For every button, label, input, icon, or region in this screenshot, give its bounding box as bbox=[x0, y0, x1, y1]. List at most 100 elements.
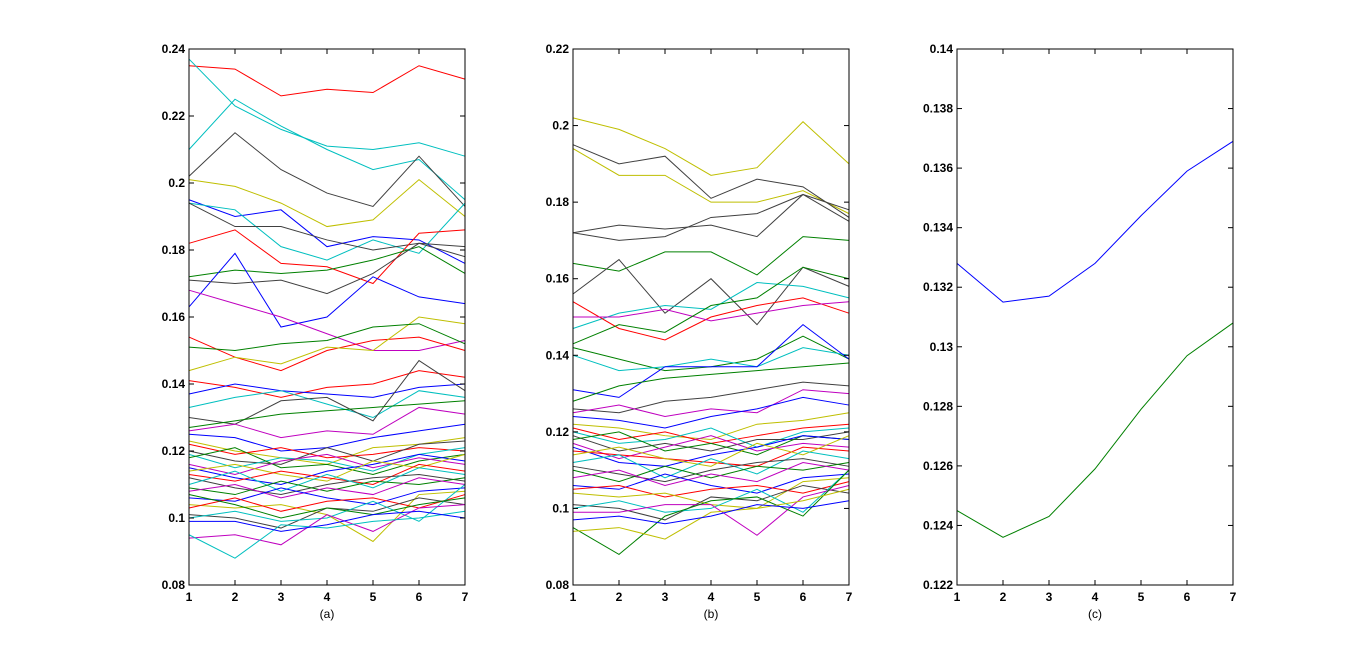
series-line-39 bbox=[572, 488, 850, 540]
series-line-2 bbox=[572, 148, 850, 215]
x-tick-label: 7 bbox=[462, 590, 469, 604]
series-line-9 bbox=[188, 229, 466, 285]
series-line-14 bbox=[572, 324, 850, 398]
y-tick-label: 0.138 bbox=[923, 102, 953, 116]
x-tick-label: 4 bbox=[708, 590, 715, 604]
series-line-26 bbox=[188, 440, 466, 465]
panel-caption: (c) bbox=[1088, 607, 1102, 621]
y-tick-label: 0.2 bbox=[552, 119, 569, 133]
series-line-41 bbox=[188, 484, 466, 522]
x-tick-label: 7 bbox=[1230, 590, 1237, 604]
series-line-38 bbox=[572, 469, 850, 555]
y-tick-label: 0.08 bbox=[546, 578, 570, 592]
y-tick-label: 0.2 bbox=[168, 176, 185, 190]
series-line-6 bbox=[572, 236, 850, 276]
y-tick-label: 0.14 bbox=[930, 42, 954, 56]
y-tick-label: 0.124 bbox=[923, 518, 953, 532]
series-line-11 bbox=[572, 266, 850, 345]
x-tick-label: 6 bbox=[1184, 590, 1191, 604]
x-tick-label: 6 bbox=[416, 590, 423, 604]
series-line-13 bbox=[572, 347, 850, 372]
series-line-16 bbox=[572, 381, 850, 414]
series-line-19 bbox=[572, 412, 850, 441]
series-line-11 bbox=[188, 252, 466, 328]
series-line-7 bbox=[188, 202, 466, 261]
series-line-6 bbox=[188, 199, 466, 264]
series-line-29 bbox=[572, 458, 850, 483]
series-line-5 bbox=[188, 178, 466, 228]
series-line-37 bbox=[573, 484, 850, 536]
subplot-c: 1 2 3 4 5 6 7 0.122 0.124 0.126 0.128 0.13 0.132 0.13… bbox=[923, 42, 1237, 621]
panel-caption: (b) bbox=[704, 607, 719, 621]
series-line-43 bbox=[188, 504, 466, 546]
series-line-40 bbox=[572, 500, 850, 525]
x-tick-label: 2 bbox=[616, 590, 623, 604]
series-line-17 bbox=[188, 370, 466, 398]
x-tick-label: 3 bbox=[1046, 590, 1053, 604]
y-tick-label: 0.18 bbox=[162, 243, 186, 257]
series-line-32 bbox=[188, 463, 466, 486]
panel-caption: (a) bbox=[320, 607, 335, 621]
series-line-10 bbox=[573, 301, 850, 322]
series-line-30 bbox=[572, 461, 850, 483]
y-tick-label: 0.18 bbox=[546, 195, 570, 209]
series-line-3 bbox=[188, 98, 466, 201]
y-tick-label: 0.12 bbox=[162, 444, 186, 458]
series-line-31 bbox=[572, 461, 850, 486]
x-tick-label: 4 bbox=[324, 590, 331, 604]
y-tick-label: 0.08 bbox=[162, 578, 186, 592]
subplot-a: 1 2 3 4 5 6 7 0.08 0.1 0.12 0.14 0.16 0.18 0.2 0.22 0.2… bbox=[162, 42, 469, 621]
x-tick-label: 5 bbox=[1138, 590, 1145, 604]
series-line-22 bbox=[188, 406, 466, 439]
series-line-2 bbox=[188, 58, 466, 157]
series-line-13 bbox=[188, 289, 466, 351]
y-tick-label: 0.136 bbox=[923, 161, 953, 175]
series-line-36 bbox=[572, 469, 850, 513]
y-tick-label: 0.132 bbox=[923, 280, 953, 294]
series-line-18 bbox=[572, 396, 850, 429]
series-line-28 bbox=[572, 450, 850, 479]
y-tick-label: 0.134 bbox=[923, 221, 953, 235]
x-tick-label: 1 bbox=[570, 590, 577, 604]
series-line-1 bbox=[572, 117, 850, 176]
series-line-19 bbox=[188, 390, 466, 419]
y-tick-label: 0.12 bbox=[546, 425, 570, 439]
x-tick-label: 2 bbox=[1000, 590, 1007, 604]
series-line-37 bbox=[188, 487, 466, 506]
series-line-1 bbox=[188, 65, 466, 97]
series-line-33 bbox=[572, 481, 850, 498]
x-tick-label: 5 bbox=[370, 590, 377, 604]
series-line-32 bbox=[572, 473, 850, 494]
x-tick-label: 4 bbox=[1092, 590, 1099, 604]
series-line-34 bbox=[188, 467, 466, 492]
series-line-3 bbox=[572, 144, 850, 218]
subplot-b: 1 2 3 4 5 6 7 0.08 0.1 0.12 0.14 0.16 0.18 0.2 0.22 (b) bbox=[546, 42, 853, 621]
series-line-30 bbox=[188, 453, 466, 486]
series-line-8 bbox=[572, 282, 850, 329]
y-tick-label: 0.22 bbox=[546, 42, 570, 56]
y-tick-label: 0.16 bbox=[546, 272, 570, 286]
series-lines bbox=[956, 140, 1234, 538]
series-line-21 bbox=[572, 427, 850, 448]
series-line-12 bbox=[188, 242, 466, 295]
series-line-9 bbox=[572, 297, 850, 341]
y-tick-label: 0.14 bbox=[162, 377, 186, 391]
series-line-35 bbox=[572, 484, 850, 521]
series-line-2 bbox=[956, 322, 1234, 538]
y-tick-label: 0.13 bbox=[930, 340, 954, 354]
series-lines bbox=[572, 117, 850, 555]
series-line-27 bbox=[572, 435, 850, 467]
series-line-28 bbox=[188, 447, 466, 475]
x-tick-label: 6 bbox=[800, 590, 807, 604]
x-tick-label: 2 bbox=[232, 590, 239, 604]
x-tick-label: 3 bbox=[278, 590, 285, 604]
series-line-42 bbox=[188, 494, 466, 519]
y-tick-label: 0.22 bbox=[162, 109, 186, 123]
series-line-29 bbox=[188, 453, 466, 475]
series-lines bbox=[188, 58, 466, 559]
y-tick-label: 0.122 bbox=[923, 578, 953, 592]
series-line-18 bbox=[188, 383, 466, 398]
x-tick-label: 1 bbox=[186, 590, 193, 604]
y-tick-label: 0.126 bbox=[923, 459, 953, 473]
